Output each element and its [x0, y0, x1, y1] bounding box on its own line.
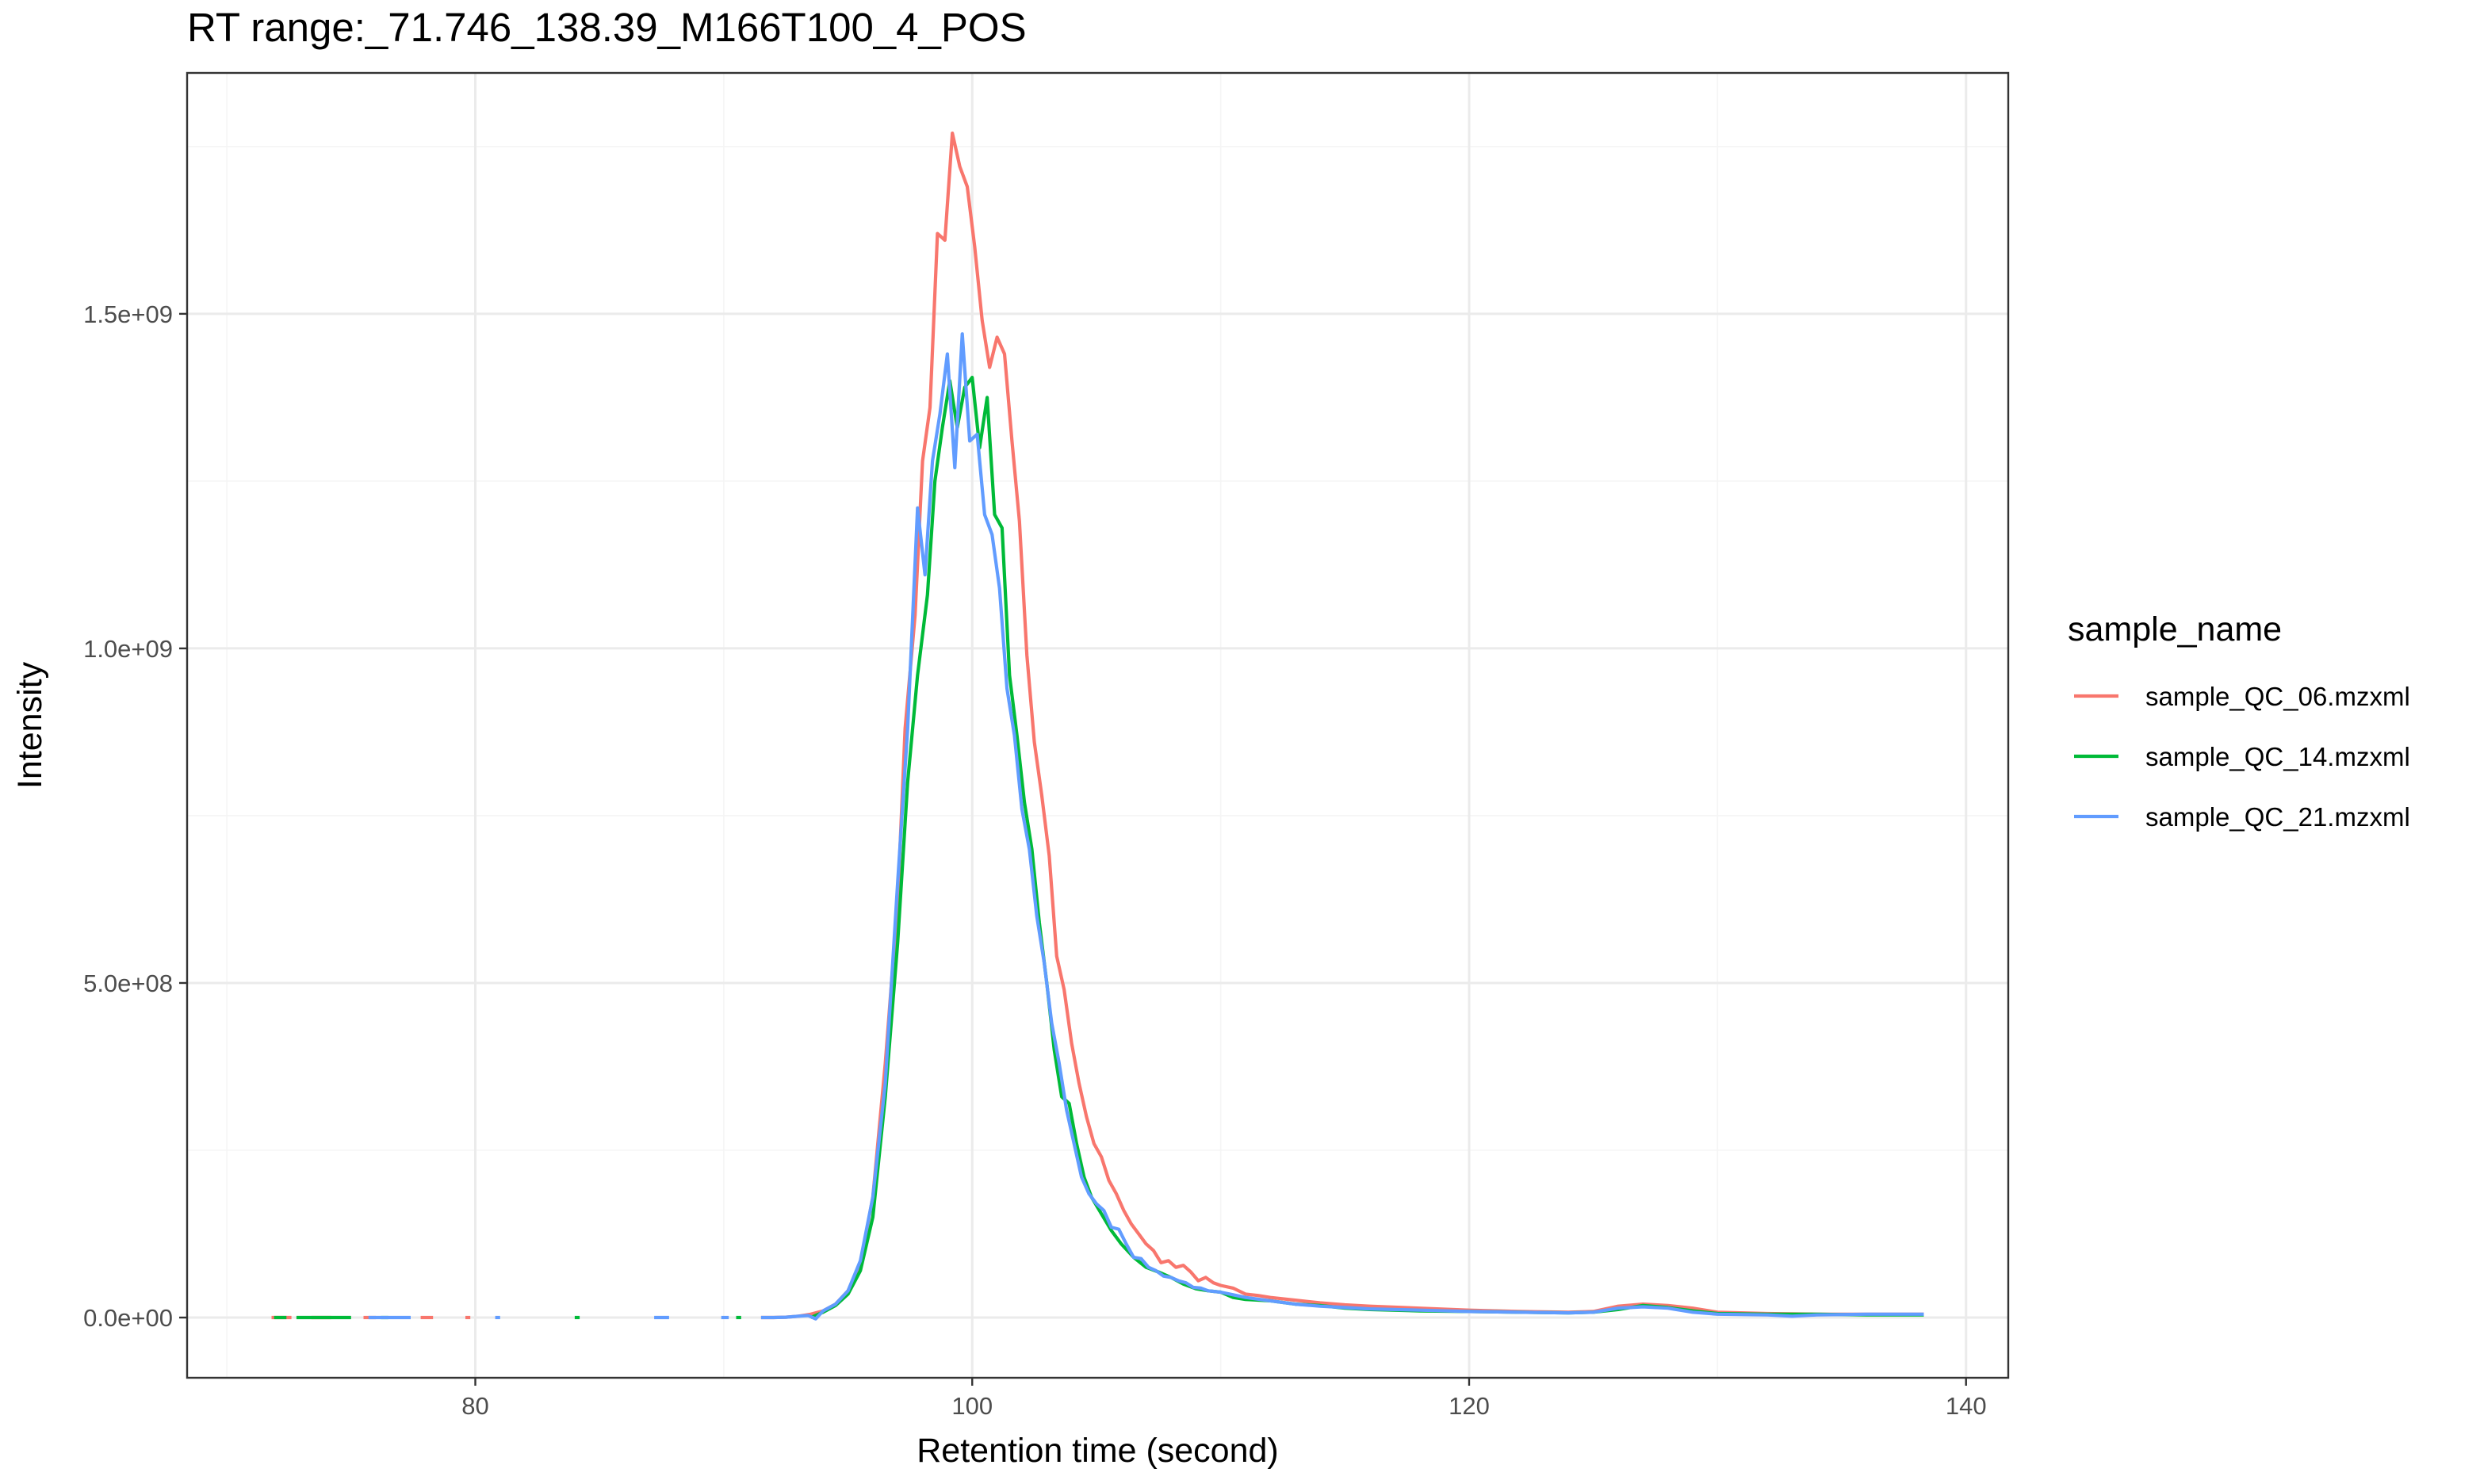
series-lines [271, 131, 1924, 1321]
series-line-segment [760, 332, 1924, 1321]
y-tick-label: 1.5e+09 [83, 300, 173, 328]
x-tick-label: 80 [461, 1392, 488, 1420]
y-tick-label: 1.0e+09 [83, 635, 173, 663]
axis-ticks: 80 100 120 140 0.0e+00 5.0e+08 1.0e+09 1.5e+09 [83, 300, 1987, 1420]
series-3 [368, 332, 1924, 1321]
legend-item: sample_QC_14.mzxml [2074, 742, 2410, 771]
y-axis-title: Intensity [11, 661, 49, 789]
x-tick-label: 140 [1946, 1392, 1987, 1420]
plot-area [186, 71, 2010, 1379]
chart-title: RT range:_71.746_138.39_M166T100_4_POS [187, 5, 1027, 50]
legend-label: sample_QC_21.mzxml [2145, 802, 2410, 832]
legend-item: sample_QC_06.mzxml [2074, 682, 2410, 711]
legend-item: sample_QC_21.mzxml [2074, 802, 2410, 832]
legend-label: sample_QC_14.mzxml [2145, 742, 2410, 771]
y-tick-label: 5.0e+08 [83, 970, 173, 997]
x-axis-title: Retention time (second) [917, 1432, 1279, 1470]
panel-border [186, 71, 2010, 1379]
x-tick-label: 120 [1449, 1392, 1490, 1420]
legend-label: sample_QC_06.mzxml [2145, 682, 2410, 711]
y-tick-label: 0.0e+00 [83, 1304, 173, 1332]
legend: sample_name sample_QC_06.mzxmlsample_QC_… [2068, 610, 2410, 832]
legend-title: sample_name [2068, 610, 2282, 648]
x-tick-label: 100 [951, 1392, 993, 1420]
legend-items: sample_QC_06.mzxml sample_QC_14.mzxmlsamp… [2074, 682, 2410, 832]
